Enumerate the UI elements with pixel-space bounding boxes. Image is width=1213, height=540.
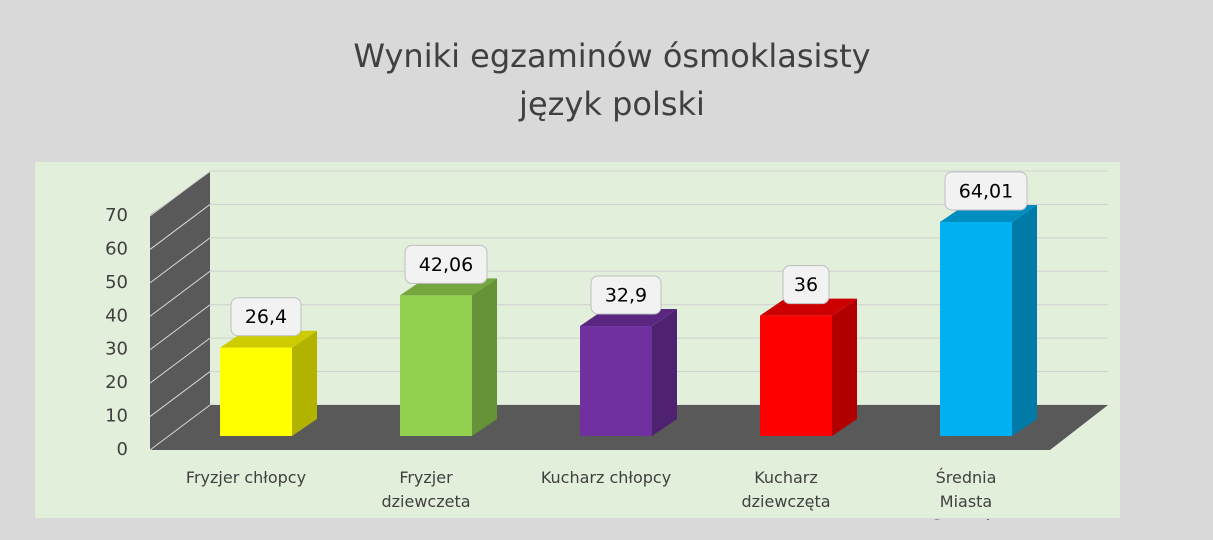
data-label-box [782,265,830,305]
y-tick-label: 30 [105,339,128,360]
x-tick-label-box: Kucharz dziewczęta [741,468,831,511]
x-tick-label: Fryzjer dziewczeta [381,468,471,511]
bar [400,278,497,436]
bar-front [220,347,292,436]
y-tick-label: 50 [105,272,128,293]
chart-title: Wyniki egzaminów ósmoklasisty [353,37,870,75]
bar [220,330,317,436]
bar [940,205,1037,436]
bar-side [292,330,317,436]
bar-front [760,315,832,436]
wall-grid-line [149,204,211,250]
y-tick-label: 60 [105,238,128,259]
y-tick-label: 20 [105,372,128,393]
bar-top [760,298,857,316]
x-tick-label-box: Średnia Miasta Szczecin [932,468,1001,520]
x-tick-label-box: Kucharz chłopcy [540,468,672,487]
bar-side [832,298,857,436]
x-tick-label-box: Fryzjer chłopcy [185,468,307,487]
data-label-box [944,171,1028,211]
y-tick-label: 10 [105,406,128,427]
data-label-box [590,275,662,315]
wall-grid-line [149,371,211,417]
side-wall [150,172,210,450]
data-label: 26,4 [245,306,287,328]
plot-area [35,162,1120,518]
bar-side [652,309,677,436]
y-tick-label: 70 [105,205,128,226]
chart-title: język polski [518,85,705,123]
bar-side [472,278,497,436]
data-label: 64,01 [959,181,1013,203]
data-label-box [404,244,488,284]
bar [760,298,857,436]
x-tick-label-box: Fryzjer dziewczeta [381,468,471,511]
x-tick-label: Fryzjer chłopcy [185,468,307,487]
x-tick-label: Średnia Miasta Szczecin [932,468,1001,520]
wall-grid-line [149,337,211,384]
wall-grid-line [149,170,211,217]
bar-front [400,295,472,436]
data-label: 42,06 [419,254,473,276]
bar-side [1012,205,1037,436]
x-tick-label: Kucharz chłopcy [540,468,672,487]
data-label: 32,9 [605,285,647,307]
bar-front [580,326,652,436]
data-label: 36 [794,274,818,296]
data-label-box [230,297,302,337]
bar [580,309,677,436]
bar-front [940,222,1012,436]
y-tick-label: 0 [117,439,128,460]
wall-grid-line [149,304,211,351]
wall-grid-line [149,270,211,317]
y-tick-label: 40 [105,305,128,326]
x-tick-label: Kucharz dziewczęta [741,468,831,511]
wall-grid-line [149,404,211,451]
wall-grid-line [149,237,211,284]
